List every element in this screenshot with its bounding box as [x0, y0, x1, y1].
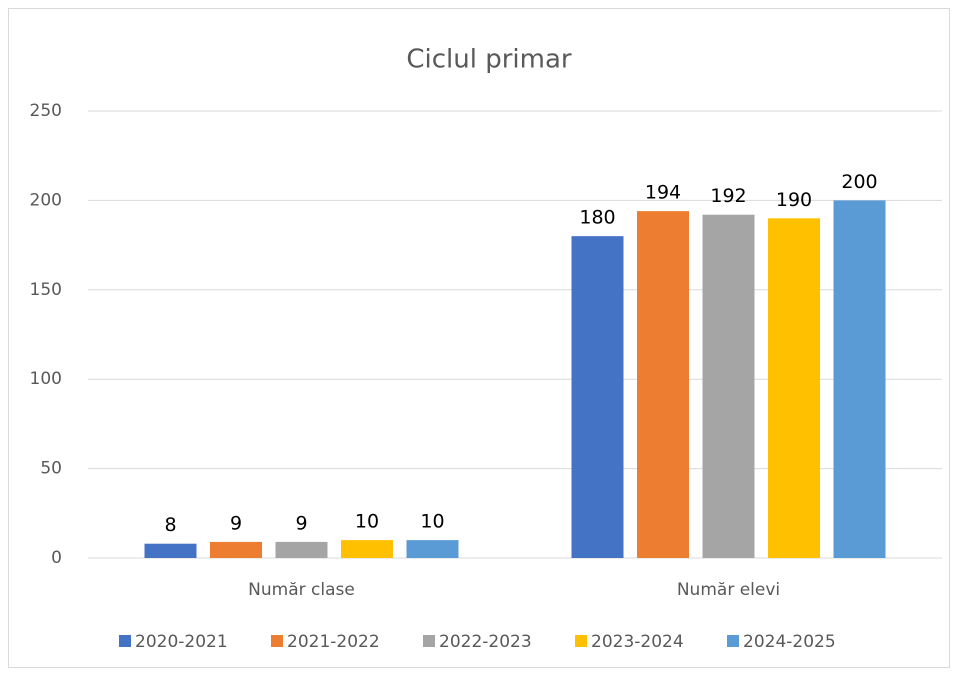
data-label: 180 [579, 207, 615, 229]
data-label: 10 [355, 511, 379, 533]
data-label: 9 [295, 512, 307, 534]
bar [702, 214, 755, 559]
bar [144, 543, 197, 558]
legend-swatch [727, 635, 739, 647]
x-tick-label: Număr elevi [677, 580, 780, 600]
y-tick-label: 150 [30, 280, 62, 300]
bar [275, 541, 328, 558]
data-label: 194 [645, 182, 681, 204]
legend-label: 2024-2025 [743, 632, 836, 652]
chart-title: Ciclul primar [406, 45, 572, 75]
y-tick-label: 250 [30, 101, 62, 121]
bar [406, 540, 459, 558]
y-tick-label: 0 [51, 548, 62, 568]
bar [833, 200, 886, 558]
data-label: 8 [164, 514, 176, 536]
legend-swatch [271, 635, 283, 647]
bar [571, 236, 624, 558]
bar [768, 218, 820, 558]
legend-swatch [575, 635, 587, 647]
legend-label: 2022-2023 [439, 632, 532, 652]
data-label: 200 [841, 171, 877, 193]
bar [637, 211, 689, 559]
y-tick-label: 100 [30, 369, 62, 389]
y-tick-label: 200 [30, 190, 62, 210]
legend-label: 2023-2024 [591, 632, 684, 652]
bar [210, 541, 262, 558]
legend-label: 2021-2022 [287, 632, 380, 652]
data-label: 190 [776, 189, 812, 211]
legend-label: 2020-2021 [135, 632, 228, 652]
data-label: 10 [420, 511, 444, 533]
data-label: 9 [230, 512, 242, 534]
bar [341, 540, 393, 558]
x-tick-label: Număr clase [248, 580, 355, 600]
y-tick-label: 50 [40, 459, 62, 479]
data-label: 192 [710, 185, 746, 207]
legend-swatch [423, 635, 435, 647]
legend-swatch [119, 635, 131, 647]
